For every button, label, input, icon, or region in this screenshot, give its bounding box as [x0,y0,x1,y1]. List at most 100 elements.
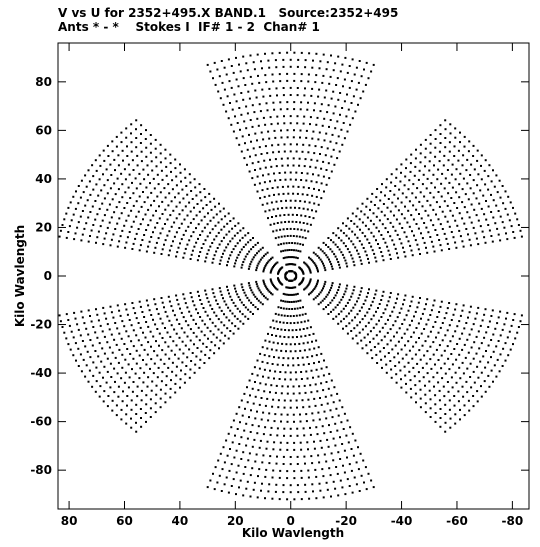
uv-point [280,299,283,302]
uv-point [299,250,302,253]
uv-point [372,212,375,215]
uv-point [117,361,120,364]
uv-point [380,339,383,342]
uv-point [233,456,236,459]
uv-point [341,253,344,256]
uv-point [475,237,478,240]
uv-point [320,352,323,355]
uv-point [286,448,289,451]
uv-point [249,263,252,266]
uv-point [403,231,406,234]
uv-point [300,73,303,76]
uv-point [320,260,323,263]
uv-point [461,348,464,351]
uv-point [256,374,259,377]
uv-point [497,340,500,342]
uv-point [261,346,264,349]
uv-point [307,266,310,269]
uv-point [239,70,242,73]
uv-point [114,380,116,383]
uv-point [251,467,254,470]
uv-point [306,172,309,175]
uv-point [338,286,341,289]
uv-point [357,81,360,84]
uv-point [441,210,444,213]
uv-point [487,344,490,347]
uv-point [252,256,255,259]
uv-point [453,395,456,397]
uv-point [190,296,193,299]
uv-point [338,266,341,269]
uv-point [276,342,279,345]
uv-point [189,221,192,224]
uv-point [421,366,424,369]
uv-point [254,132,257,135]
uv-point [329,301,332,304]
uv-point [301,356,304,359]
uv-point [308,293,310,296]
uv-point [313,202,316,205]
uv-point [215,250,218,253]
uv-point [77,328,80,331]
uv-point [280,129,282,132]
uv-point [391,348,394,351]
uv-point [442,164,445,167]
uv-point [355,334,358,337]
uv-point [364,250,367,253]
uv-point [348,86,351,89]
uv-point [180,222,183,225]
uv-point [147,325,150,328]
uv-point [439,305,442,308]
uv-point [415,401,417,404]
uv-point [282,228,285,231]
uv-point [435,201,438,204]
uv-point [303,434,306,437]
uv-point [196,347,199,349]
uv-point [472,179,475,182]
uv-point [89,211,92,213]
uv-point [236,307,239,310]
uv-point [121,229,124,232]
uv-point [178,323,181,325]
uv-point [247,267,250,270]
uv-point [280,200,283,203]
uv-point [293,293,296,296]
uv-point [228,230,231,233]
uv-point [146,196,149,199]
uv-point [164,239,167,242]
uv-point [372,314,375,317]
uv-point [488,385,491,388]
uv-point [223,300,226,303]
uv-point [265,102,268,105]
uv-point [443,200,446,203]
uv-point [313,440,315,443]
uv-point [408,370,411,373]
uv-point [308,256,310,259]
uv-point [305,263,308,266]
uv-point [227,337,230,340]
uv-point [255,96,258,99]
uv-point [192,218,195,221]
uv-point [440,249,443,252]
uv-point [367,257,369,260]
uv-point [163,362,166,365]
uv-point [476,184,479,187]
uv-point [114,322,117,324]
uv-point [182,316,185,319]
uv-point [325,243,327,246]
uv-point [290,301,293,303]
uv-point [77,347,80,350]
uv-point [473,341,476,344]
uv-point [299,306,302,309]
uv-point [456,325,459,328]
uv-point [294,206,296,209]
uv-point [224,334,227,337]
uv-point [344,245,347,248]
uv-point [277,143,280,146]
uv-point [258,182,261,185]
uv-point [126,404,128,407]
uv-point [404,374,407,377]
uv-point [439,124,442,127]
uv-point [276,363,279,366]
uv-point [305,413,308,416]
